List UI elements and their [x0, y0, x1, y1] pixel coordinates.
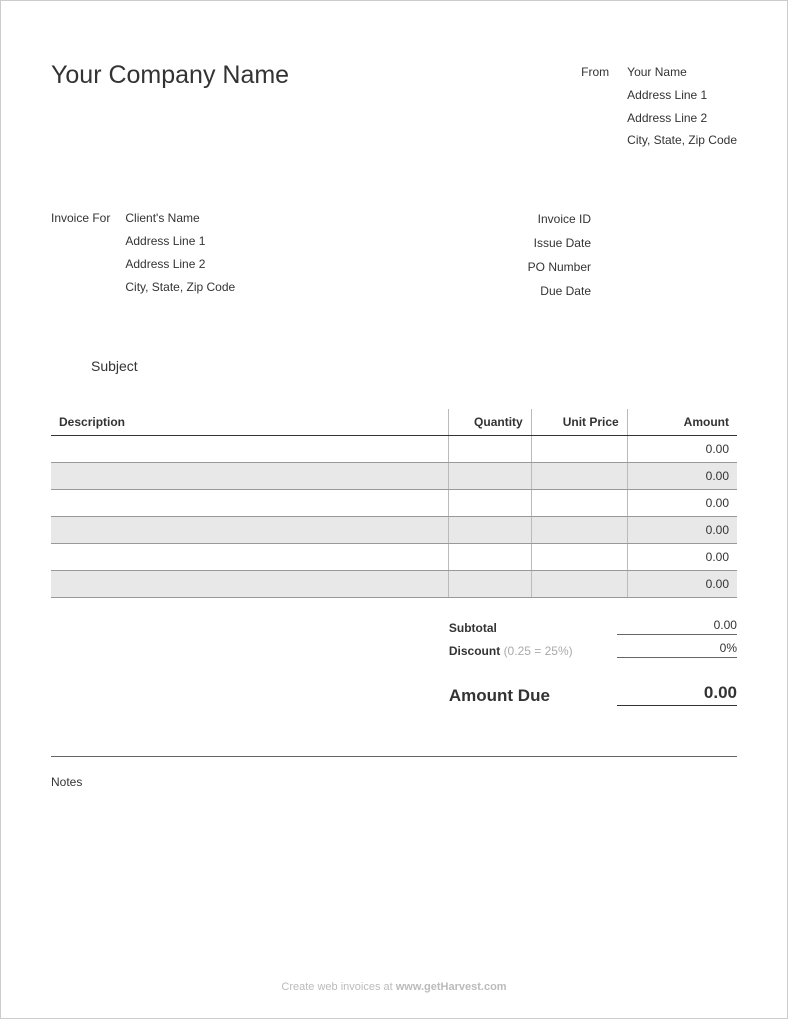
- meta-label-issue-date: Issue Date: [451, 231, 591, 255]
- subtotal-row: Subtotal 0.00: [449, 618, 737, 635]
- from-line: City, State, Zip Code: [627, 129, 737, 152]
- from-label: From: [581, 61, 609, 152]
- from-block: From Your Name Address Line 1 Address Li…: [581, 61, 737, 152]
- cell-desc: [51, 436, 449, 463]
- table-row: 0.00: [51, 544, 737, 571]
- header-row: Your Company Name From Your Name Address…: [51, 61, 737, 152]
- cell-amount: 0.00: [627, 490, 737, 517]
- cell-price: [531, 517, 627, 544]
- from-line: Address Line 2: [627, 107, 737, 130]
- footer-prefix: Create web invoices at: [281, 981, 395, 993]
- discount-label-wrap: Discount (0.25 = 25%): [449, 644, 573, 658]
- from-lines: Your Name Address Line 1 Address Line 2 …: [627, 61, 737, 152]
- invoice-for-label: Invoice For: [51, 207, 110, 303]
- notes-label: Notes: [51, 775, 737, 789]
- cell-desc: [51, 517, 449, 544]
- subtotal-value: 0.00: [617, 618, 737, 635]
- cell-desc: [51, 463, 449, 490]
- cell-desc: [51, 490, 449, 517]
- invoice-for-line: Address Line 2: [125, 253, 235, 276]
- discount-label: Discount: [449, 644, 500, 658]
- col-header-unit-price: Unit Price: [531, 409, 627, 436]
- col-header-quantity: Quantity: [449, 409, 531, 436]
- table-row: 0.00: [51, 490, 737, 517]
- invoice-for-line: Address Line 1: [125, 230, 235, 253]
- cell-qty: [449, 517, 531, 544]
- invoice-meta-block: Invoice ID Issue Date PO Number Due Date: [451, 207, 591, 303]
- subtotal-label: Subtotal: [449, 621, 497, 635]
- amount-due-value: 0.00: [617, 683, 737, 706]
- cell-price: [531, 463, 627, 490]
- table-row: 0.00: [51, 517, 737, 544]
- cell-amount: 0.00: [627, 436, 737, 463]
- table-row: 0.00: [51, 436, 737, 463]
- invoice-for-line: City, State, Zip Code: [125, 276, 235, 299]
- meta-row: Invoice For Client's Name Address Line 1…: [51, 207, 737, 303]
- from-line: Address Line 1: [627, 84, 737, 107]
- discount-value: 0%: [617, 641, 737, 658]
- cell-price: [531, 490, 627, 517]
- from-line: Your Name: [627, 61, 737, 84]
- col-header-amount: Amount: [627, 409, 737, 436]
- footer-link: www.getHarvest.com: [396, 981, 507, 993]
- invoice-for-lines: Client's Name Address Line 1 Address Lin…: [125, 207, 235, 303]
- cell-amount: 0.00: [627, 463, 737, 490]
- cell-price: [531, 544, 627, 571]
- cell-qty: [449, 490, 531, 517]
- cell-desc: [51, 571, 449, 598]
- cell-qty: [449, 463, 531, 490]
- cell-qty: [449, 436, 531, 463]
- meta-label-invoice-id: Invoice ID: [451, 207, 591, 231]
- col-header-description: Description: [51, 409, 449, 436]
- cell-qty: [449, 571, 531, 598]
- cell-amount: 0.00: [627, 571, 737, 598]
- table-row: 0.00: [51, 571, 737, 598]
- cell-price: [531, 436, 627, 463]
- amount-due-label: Amount Due: [449, 686, 550, 706]
- invoice-for-line: Client's Name: [125, 207, 235, 230]
- meta-label-po-number: PO Number: [451, 255, 591, 279]
- discount-hint: (0.25 = 25%): [504, 644, 573, 658]
- table-header-row: Description Quantity Unit Price Amount: [51, 409, 737, 436]
- totals-block: Subtotal 0.00 Discount (0.25 = 25%) 0% A…: [449, 618, 737, 706]
- meta-label-due-date: Due Date: [451, 279, 591, 303]
- notes-divider: [51, 756, 737, 757]
- cell-desc: [51, 544, 449, 571]
- invoice-page: Your Company Name From Your Name Address…: [0, 0, 788, 1019]
- cell-price: [531, 571, 627, 598]
- company-name: Your Company Name: [51, 61, 289, 90]
- cell-amount: 0.00: [627, 517, 737, 544]
- table-body: 0.00 0.00 0.00 0.00: [51, 436, 737, 598]
- cell-amount: 0.00: [627, 544, 737, 571]
- invoice-for-block: Invoice For Client's Name Address Line 1…: [51, 207, 451, 303]
- cell-qty: [449, 544, 531, 571]
- table-row: 0.00: [51, 463, 737, 490]
- subject-label: Subject: [91, 358, 737, 374]
- discount-row: Discount (0.25 = 25%) 0%: [449, 641, 737, 658]
- amount-due-row: Amount Due 0.00: [449, 683, 737, 706]
- line-items-table: Description Quantity Unit Price Amount 0…: [51, 409, 737, 598]
- footer-text: Create web invoices at www.getHarvest.co…: [1, 981, 787, 993]
